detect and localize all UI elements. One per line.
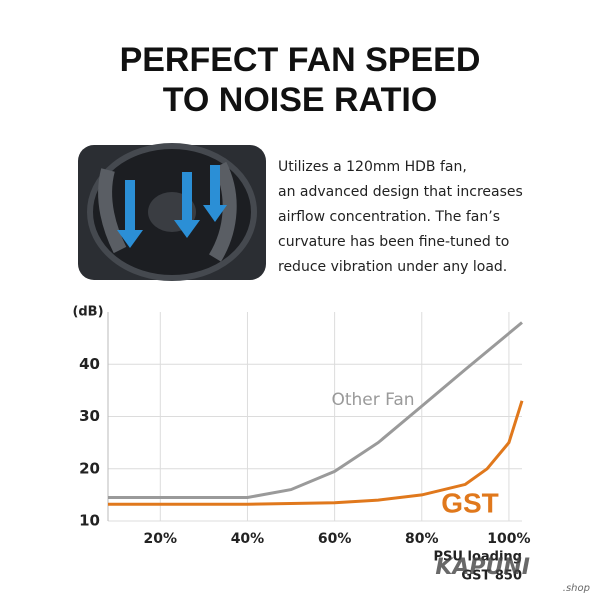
fan-illustration [78,143,266,281]
y-tick-label: 20 [79,459,100,477]
description-line: reduce vibration under any load. [278,259,507,275]
description-line: an advanced design that increases [278,184,523,200]
series-label: GST [441,487,499,518]
x-axis-label: PSU loading [434,550,522,565]
description-line: curvature has been fine-tuned to [278,234,509,250]
description-line: Utilizes a 120mm HDB fan, [278,159,467,175]
series-line [108,400,524,506]
title-line: PERFECT FAN SPEED [120,41,481,79]
watermark-brand: KAPUNI [435,555,530,580]
y-tick-label: 40 [79,355,100,373]
x-tick-label: 40% [231,531,265,547]
y-axis-label: (dB) [72,305,103,320]
description-line: airflow concentration. The fan’s [278,209,500,225]
x-tick-label: 100% [487,531,530,547]
x-tick-label: 80% [405,531,439,547]
series-line [108,321,523,499]
y-tick-label: 10 [79,512,100,530]
title-line: TO NOISE RATIO [163,81,438,119]
x-tick-label: 20% [144,531,178,547]
y-tick-label: 30 [79,407,100,425]
x-axis-sublabel: GST 850 [461,569,522,584]
x-tick-label: 60% [318,531,352,547]
watermark-suffix: .shop [563,583,590,594]
series-label: Other Fan [331,390,414,410]
